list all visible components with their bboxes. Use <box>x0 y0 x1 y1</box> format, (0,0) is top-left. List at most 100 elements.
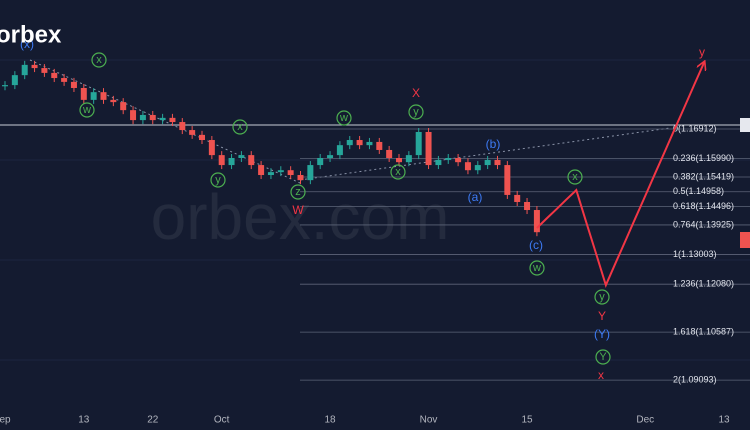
candle <box>159 117 166 121</box>
candle <box>307 165 314 181</box>
candle <box>494 159 501 166</box>
candle <box>514 194 521 202</box>
candle <box>258 165 265 176</box>
watermark: orbex.com <box>151 181 450 253</box>
wave-label: x <box>572 171 578 183</box>
candle <box>415 131 422 156</box>
wave-label: X <box>412 86 420 100</box>
candle <box>90 92 97 100</box>
level-label: 0.618(1.14496) <box>673 201 734 211</box>
x-tick-label: 13 <box>78 415 90 426</box>
candle <box>287 170 294 176</box>
wave-circle <box>210 172 226 188</box>
candle <box>445 157 452 160</box>
candle <box>21 64 28 76</box>
wave-label: (Y) <box>594 327 610 341</box>
candle <box>189 130 196 135</box>
candle <box>386 149 393 158</box>
wave-circle <box>336 110 352 126</box>
candle <box>277 170 284 173</box>
wave-label: y <box>413 106 419 118</box>
x-tick-label: Nov <box>420 415 438 426</box>
x-tick-label: 22 <box>147 415 159 426</box>
candle <box>80 87 87 100</box>
wave-label: x <box>598 368 604 382</box>
wave-label: (x) <box>20 37 34 51</box>
wave-label: y <box>699 45 705 59</box>
candle <box>435 159 442 166</box>
candle <box>327 155 334 158</box>
wave-circle <box>290 184 306 200</box>
x-tick-label: Dec <box>636 415 654 426</box>
candle <box>524 201 531 211</box>
x-axis: ep 13 22 Oct 18 Nov 15 Dec 13 <box>0 415 730 426</box>
candle <box>110 99 117 103</box>
wave-label: z <box>295 186 301 198</box>
candle <box>31 64 38 69</box>
level-label: 0.5(1.14958) <box>673 186 724 196</box>
candle <box>533 210 540 233</box>
candle <box>317 157 324 166</box>
wave-label: y <box>215 174 221 186</box>
logo-text: orbex <box>0 21 62 48</box>
wave-circle <box>595 349 611 365</box>
wave-label: w <box>339 112 348 124</box>
candle <box>346 140 353 146</box>
candle <box>208 140 215 156</box>
candle <box>70 81 77 88</box>
candle <box>139 114 146 121</box>
level-label: 0(1.16912) <box>673 123 717 133</box>
logo: orbex <box>0 21 62 48</box>
candle <box>2 85 8 87</box>
candle <box>120 102 127 111</box>
candle <box>149 114 156 121</box>
candle <box>218 155 225 166</box>
wave-label: x <box>395 166 401 178</box>
x-tick-label: ep <box>0 415 11 426</box>
candle <box>41 68 48 73</box>
price-tag <box>740 232 750 248</box>
x-tick-label: 15 <box>521 415 533 426</box>
wave-label: w <box>532 262 541 274</box>
candle <box>464 162 471 171</box>
candle <box>336 145 343 156</box>
candle <box>130 110 137 121</box>
wave-circle <box>232 119 248 135</box>
candle <box>396 157 402 163</box>
level-label: 1.236(1.12080) <box>673 279 734 289</box>
candle <box>11 75 18 86</box>
candle <box>100 92 107 100</box>
candle <box>366 141 373 146</box>
candle <box>356 140 363 146</box>
wave-label: x <box>96 54 102 66</box>
candle <box>405 155 412 163</box>
level-label: 0.236(1.15990) <box>673 153 734 163</box>
wave-circle <box>79 102 95 118</box>
wave-label: Y <box>598 309 606 323</box>
wave-label: x <box>237 121 243 133</box>
wave-circle <box>594 289 610 305</box>
candle <box>297 175 304 181</box>
wave-circle <box>390 164 406 180</box>
level-label: 1.618(1.10587) <box>673 327 734 337</box>
candle <box>51 72 58 79</box>
wave-circle <box>408 104 424 120</box>
candle <box>504 165 511 195</box>
candle <box>199 134 205 141</box>
level-label: 0.764(1.13925) <box>673 219 734 229</box>
candle <box>248 155 255 166</box>
candle <box>484 159 491 166</box>
candle <box>455 157 462 163</box>
level-label: 1(1.13003) <box>673 249 717 259</box>
candle <box>61 78 68 82</box>
candle <box>228 157 235 166</box>
wave-label: (b) <box>486 137 501 151</box>
wave-label: Y <box>599 351 607 363</box>
price-tag <box>740 118 750 132</box>
wave-circle <box>91 52 107 68</box>
x-tick-label: 18 <box>324 415 336 426</box>
wave-circle <box>567 169 583 185</box>
